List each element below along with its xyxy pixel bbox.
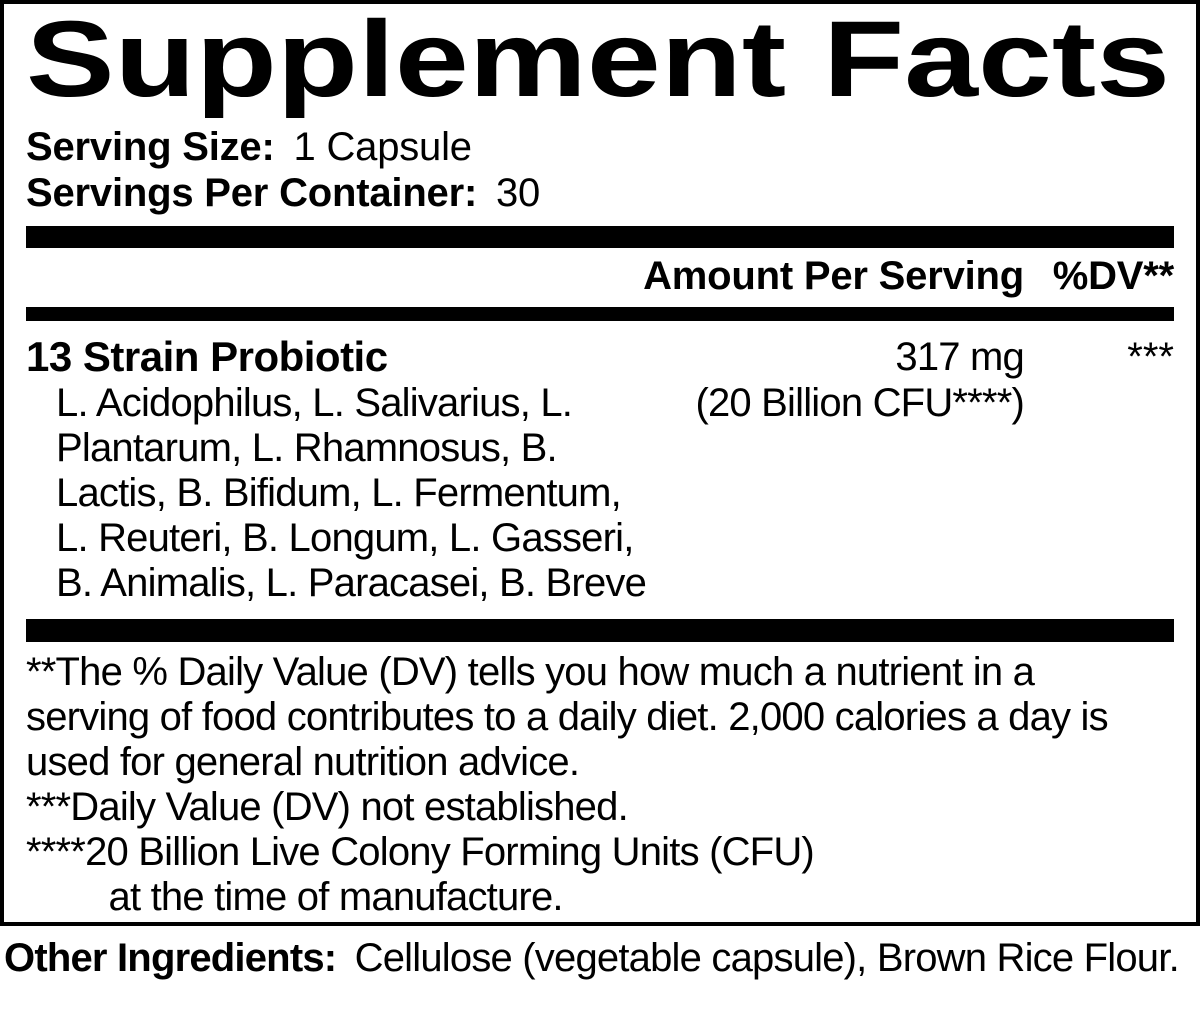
servings-per-container-value: 30 xyxy=(496,171,541,215)
panel-title-text: Supplement Facts xyxy=(26,12,1170,118)
separator-bar-bottom xyxy=(26,619,1174,642)
amount-per-serving-header: Amount Per Serving xyxy=(643,253,1024,298)
nutrient-name: 13 Strain Probiotic xyxy=(26,333,388,380)
servings-per-container-label: Servings Per Container: xyxy=(26,171,478,215)
nutrient-row: 13 Strain Probiotic L. Acidophilus, L. S… xyxy=(26,333,1174,606)
nutrient-name-cell: 13 Strain Probiotic L. Acidophilus, L. S… xyxy=(26,333,695,606)
serving-size-row: Serving Size: 1 Capsule xyxy=(26,124,1174,170)
other-ingredients: Other Ingredients: Cellulose (vegetable … xyxy=(0,936,1200,980)
separator-bar-header xyxy=(26,307,1174,321)
strain-list: L. Acidophilus, L. Salivarius, L. Planta… xyxy=(56,381,647,605)
panel-title: Supplement Facts xyxy=(26,12,1170,118)
footnotes: **The % Daily Value (DV) tells you how m… xyxy=(26,650,1109,919)
serving-size-label: Serving Size: xyxy=(26,125,275,169)
serving-size-value: 1 Capsule xyxy=(293,125,473,169)
other-ingredients-label: Other Ingredients: xyxy=(4,936,337,980)
servings-per-container-row: Servings Per Container: 30 xyxy=(26,170,1174,216)
column-headers: Amount Per Serving %DV** xyxy=(26,248,1174,304)
nutrient-amount: 317 mg xyxy=(895,335,1024,379)
separator-bar-top xyxy=(26,226,1174,248)
supplement-facts-panel: Supplement Facts Serving Size: 1 Capsule… xyxy=(0,0,1200,926)
nutrient-amount-detail: (20 Billion CFU****) xyxy=(695,381,1024,425)
serving-info: Serving Size: 1 Capsule Servings Per Con… xyxy=(26,124,1174,216)
nutrient-amount-cell: 317 mg (20 Billion CFU****) xyxy=(695,333,1024,606)
other-ingredients-text: Cellulose (vegetable capsule), Brown Ric… xyxy=(354,936,1180,980)
percent-dv-header: %DV** xyxy=(1052,253,1174,298)
nutrient-dv: *** xyxy=(1127,335,1174,379)
